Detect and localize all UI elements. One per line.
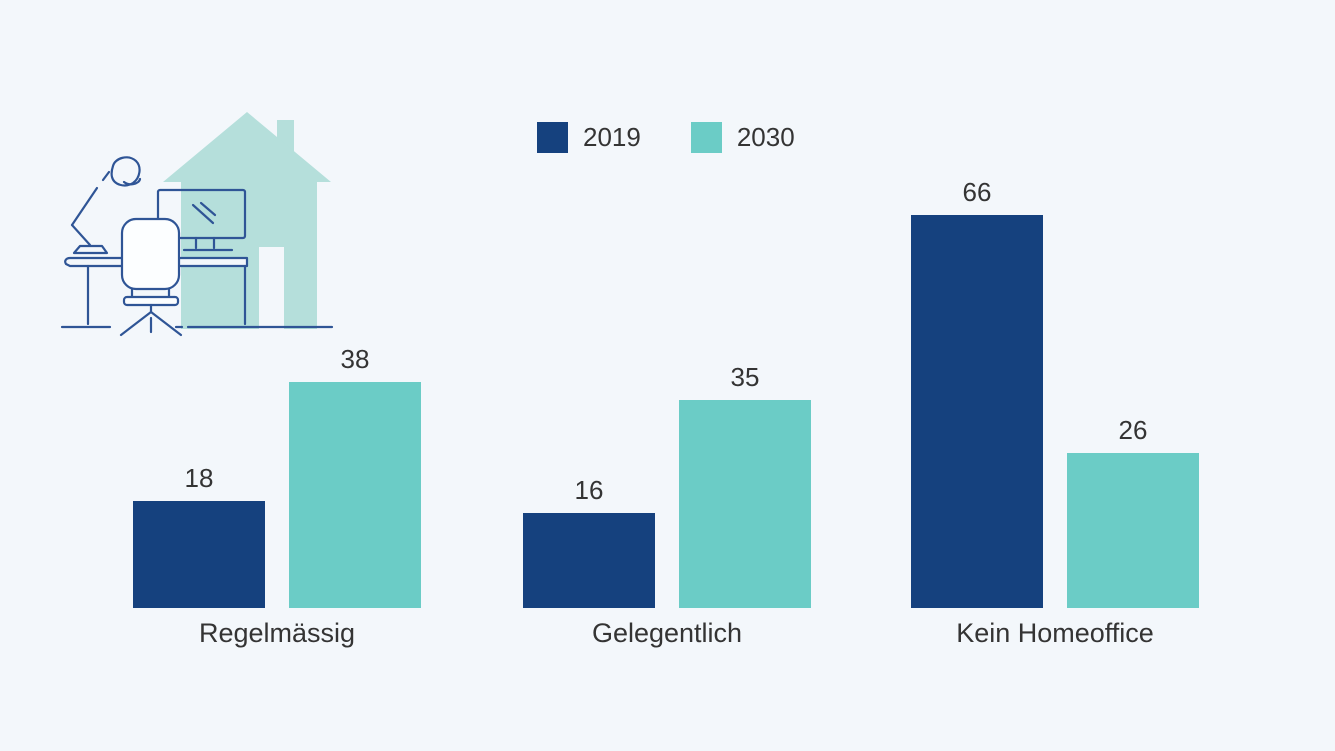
category-label-gelegentlich: Gelegentlich xyxy=(591,618,743,648)
house-silhouette xyxy=(163,112,331,329)
bar-2019-regelmassig xyxy=(133,501,265,608)
bar-2019-gelegentlich xyxy=(523,513,655,608)
legend-label-2019: 2019 xyxy=(583,122,641,152)
value-label-2030-regelmassig: 38 xyxy=(340,344,370,374)
category-label-kein-homeoffice: Kein Homeoffice xyxy=(956,618,1154,648)
bar-2019-kein-homeoffice xyxy=(911,215,1043,608)
legend-item-2030: 2030 xyxy=(690,122,795,153)
desk-icon xyxy=(64,256,249,326)
desk-lamp-icon xyxy=(70,156,142,255)
legend-item-2019: 2019 xyxy=(537,122,641,153)
house-body xyxy=(181,181,317,329)
value-label-2030-gelegentlich: 35 xyxy=(730,362,760,392)
value-label-2019-kein-homeoffice: 66 xyxy=(962,177,992,207)
bar-2030-kein-homeoffice xyxy=(1067,453,1199,608)
desk-scene-lineart xyxy=(60,156,334,337)
category-label-regelmassig: Regelmässig xyxy=(198,618,356,648)
house-roof xyxy=(163,112,331,182)
house-chimney xyxy=(277,120,294,160)
legend-swatch-2019 xyxy=(537,122,568,153)
bar-2030-gelegentlich xyxy=(679,400,811,608)
value-label-2030-kein-homeoffice: 26 xyxy=(1118,415,1148,445)
value-label-2019-gelegentlich: 16 xyxy=(574,475,604,505)
office-chair-icon xyxy=(119,217,183,337)
chart-legend: 2019 2030 xyxy=(537,122,795,153)
legend-label-2030: 2030 xyxy=(736,122,795,152)
value-label-2019-regelmassig: 18 xyxy=(184,463,214,493)
bar-2030-regelmassig xyxy=(289,382,421,608)
monitor-icon xyxy=(156,188,247,252)
legend-swatch-2030 xyxy=(690,122,722,153)
house-door-notch xyxy=(259,247,284,329)
